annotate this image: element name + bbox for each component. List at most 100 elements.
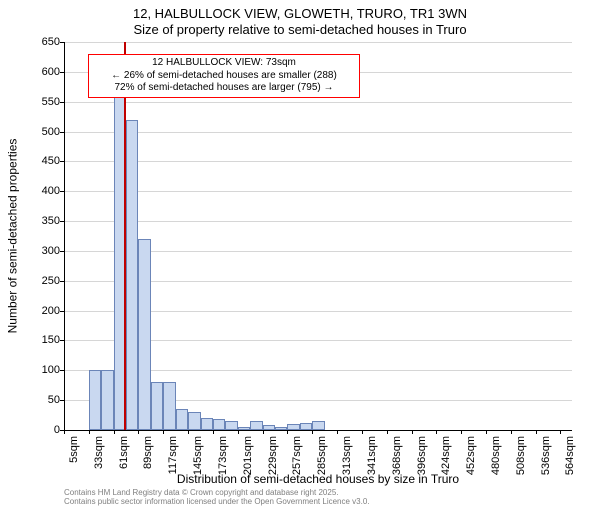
y-tick-label: 50 <box>26 394 60 406</box>
x-tick <box>412 430 413 434</box>
chart-container: 12, HALBULLOCK VIEW, GLOWETH, TRURO, TR1… <box>0 0 600 500</box>
chart-title-line1: 12, HALBULLOCK VIEW, GLOWETH, TRURO, TR1… <box>0 6 600 21</box>
gridline <box>64 191 572 192</box>
x-tick-label: 33sqm <box>93 436 105 469</box>
y-tick <box>60 340 64 341</box>
x-tick <box>486 430 487 434</box>
x-tick-label: 201sqm <box>242 436 254 475</box>
x-tick-label: 564sqm <box>564 436 576 475</box>
x-axis-title: Distribution of semi-detached houses by … <box>64 472 572 486</box>
histogram-bar <box>225 421 237 430</box>
chart-title-line2: Size of property relative to semi-detach… <box>0 22 600 37</box>
y-axis-line <box>64 42 65 430</box>
y-tick <box>60 191 64 192</box>
x-tick <box>89 430 90 434</box>
y-tick <box>60 161 64 162</box>
x-tick <box>263 430 264 434</box>
y-tick <box>60 311 64 312</box>
y-tick-label: 600 <box>26 66 60 78</box>
x-tick-label: 424sqm <box>440 436 452 475</box>
histogram-bar <box>188 412 200 430</box>
histogram-bar <box>126 120 138 430</box>
histogram-bar <box>151 382 163 430</box>
annotation-line1: 12 HALBULLOCK VIEW: 73sqm <box>93 57 355 70</box>
gridline <box>64 221 572 222</box>
histogram-bar <box>138 239 150 430</box>
x-tick-label: 508sqm <box>515 436 527 475</box>
x-tick-label: 452sqm <box>465 436 477 475</box>
x-tick <box>511 430 512 434</box>
gridline <box>64 102 572 103</box>
x-axis-line <box>64 430 572 431</box>
x-tick <box>312 430 313 434</box>
histogram-bar <box>201 418 213 430</box>
y-tick-label: 200 <box>26 305 60 317</box>
y-tick-label: 400 <box>26 185 60 197</box>
x-tick <box>188 430 189 434</box>
footer-line1: Contains HM Land Registry data © Crown c… <box>64 488 339 497</box>
x-tick <box>461 430 462 434</box>
y-tick-label: 550 <box>26 96 60 108</box>
x-tick-label: 341sqm <box>366 436 378 475</box>
x-tick-label: 480sqm <box>490 436 502 475</box>
x-tick <box>536 430 537 434</box>
histogram-bar <box>312 421 324 430</box>
y-tick <box>60 400 64 401</box>
x-tick <box>238 430 239 434</box>
x-tick-label: 89sqm <box>142 436 154 469</box>
x-tick <box>560 430 561 434</box>
x-tick <box>362 430 363 434</box>
y-tick-label: 350 <box>26 215 60 227</box>
x-tick <box>64 430 65 434</box>
y-tick <box>60 370 64 371</box>
reference-line-mark <box>124 42 126 430</box>
histogram-bar <box>213 419 225 430</box>
x-tick <box>213 430 214 434</box>
x-tick <box>436 430 437 434</box>
y-tick-label: 250 <box>26 275 60 287</box>
x-tick <box>337 430 338 434</box>
x-tick <box>114 430 115 434</box>
y-tick-label: 300 <box>26 245 60 257</box>
histogram-bar <box>300 423 312 430</box>
y-tick-label: 100 <box>26 364 60 376</box>
y-tick-label: 0 <box>26 424 60 436</box>
annotation-line3: 72% of semi-detached houses are larger (… <box>93 82 355 95</box>
y-tick <box>60 132 64 133</box>
histogram-bar <box>89 370 101 430</box>
x-tick-label: 368sqm <box>391 436 403 475</box>
y-tick-label: 500 <box>26 126 60 138</box>
x-tick <box>287 430 288 434</box>
x-tick-label: 257sqm <box>291 436 303 475</box>
y-tick-label: 150 <box>26 334 60 346</box>
y-tick-label: 450 <box>26 155 60 167</box>
x-tick-label: 229sqm <box>267 436 279 475</box>
x-tick-label: 396sqm <box>416 436 428 475</box>
x-tick <box>163 430 164 434</box>
x-tick <box>387 430 388 434</box>
footer-line2: Contains public sector information licen… <box>64 497 370 506</box>
x-tick-label: 285sqm <box>316 436 328 475</box>
x-tick-label: 5sqm <box>68 436 80 463</box>
gridline <box>64 42 572 43</box>
y-tick <box>60 102 64 103</box>
x-tick-label: 145sqm <box>192 436 204 475</box>
gridline <box>64 161 572 162</box>
annotation-box: 12 HALBULLOCK VIEW: 73sqm ← 26% of semi-… <box>88 54 360 98</box>
histogram-bar <box>163 382 175 430</box>
y-tick-label: 650 <box>26 36 60 48</box>
histogram-bar <box>101 370 113 430</box>
gridline <box>64 132 572 133</box>
histogram-bar <box>250 421 262 430</box>
x-tick-label: 536sqm <box>540 436 552 475</box>
y-tick <box>60 72 64 73</box>
y-tick <box>60 281 64 282</box>
x-tick-label: 173sqm <box>217 436 229 475</box>
y-tick <box>60 42 64 43</box>
x-tick-label: 313sqm <box>341 436 353 475</box>
annotation-line2: ← 26% of semi-detached houses are smalle… <box>93 70 355 83</box>
x-tick-label: 61sqm <box>118 436 130 469</box>
y-axis-label: Number of semi-detached properties <box>4 42 20 430</box>
y-tick <box>60 251 64 252</box>
x-tick <box>138 430 139 434</box>
